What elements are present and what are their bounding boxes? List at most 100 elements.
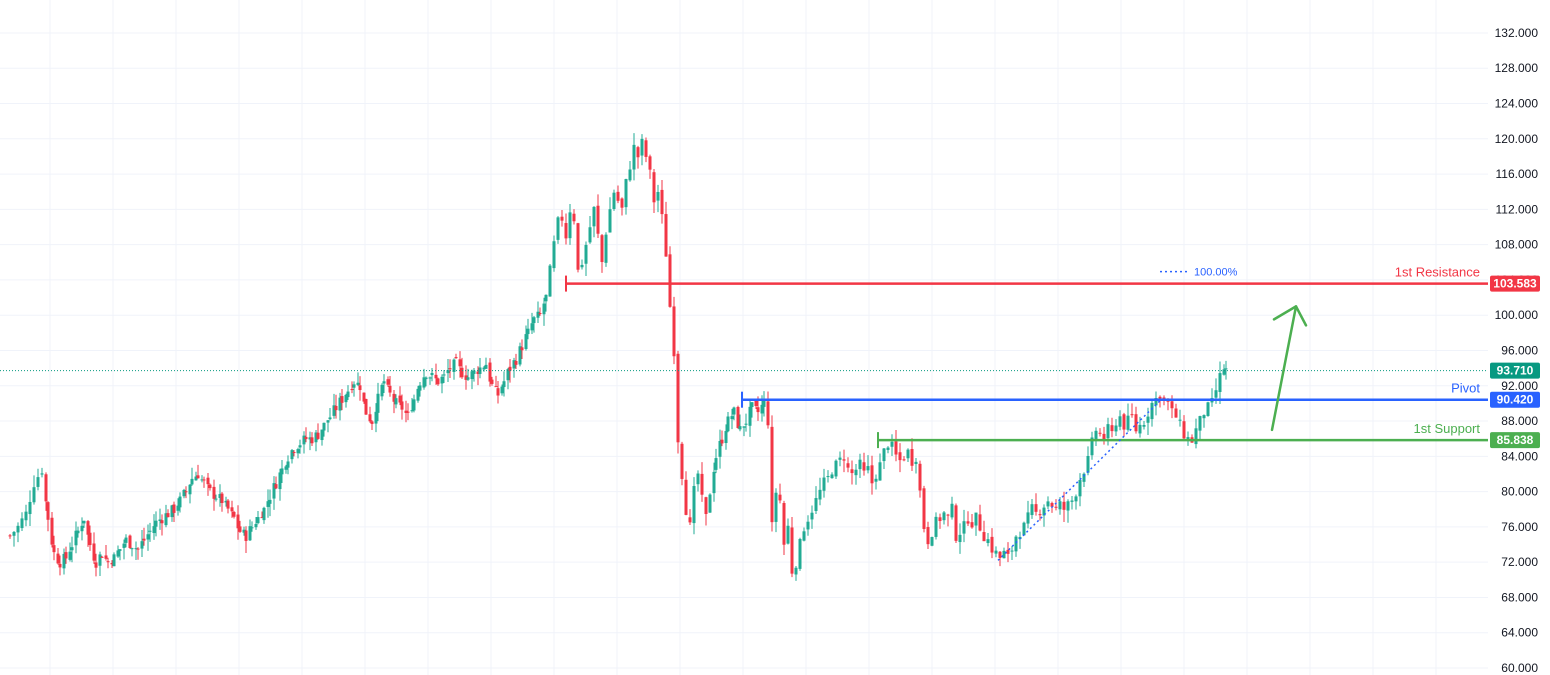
candle-body: [320, 429, 324, 441]
candle-body: [704, 497, 708, 514]
candle-body: [628, 169, 632, 181]
candle-body: [202, 479, 206, 481]
candle-body: [424, 377, 428, 380]
price-tick-label: 84.000: [1501, 449, 1538, 463]
candle-body: [672, 306, 676, 357]
candle-body: [484, 364, 488, 369]
candle-body: [226, 500, 230, 509]
candle-body: [238, 526, 242, 532]
candle-body: [1014, 536, 1018, 552]
candle-body: [358, 385, 362, 391]
candle-body: [170, 505, 174, 518]
candle-body: [738, 426, 742, 430]
candle-body: [604, 234, 608, 263]
candle-body: [286, 461, 290, 468]
candle-body: [290, 450, 294, 460]
candle-body: [302, 435, 306, 445]
price-tick-label: 124.000: [1495, 97, 1539, 111]
candle-body: [452, 359, 456, 372]
candle-body: [134, 548, 138, 550]
candle-body: [52, 545, 56, 553]
candle-body: [762, 400, 766, 407]
last-price-tag-text: 93.710: [1497, 364, 1534, 378]
candle-body: [1034, 504, 1038, 512]
candle-body: [334, 405, 338, 411]
candle-body: [62, 553, 66, 569]
candle-body: [692, 486, 696, 524]
candle-body: [404, 410, 408, 413]
candle-body: [724, 431, 728, 444]
candle-body: [280, 468, 284, 475]
price-tick-label: 60.000: [1501, 661, 1538, 675]
candle-body: [536, 311, 540, 318]
candle-body: [12, 531, 16, 536]
candle-body: [1102, 433, 1106, 441]
price-tick-label: 96.000: [1501, 343, 1538, 357]
candle-body: [142, 538, 146, 541]
candle-body: [172, 504, 176, 513]
candle-body: [70, 547, 74, 551]
candle-body: [88, 532, 92, 546]
candle-body: [278, 472, 282, 490]
candle-body: [80, 525, 84, 532]
candle-body: [512, 360, 516, 369]
price-axis: 60.000 64.000 68.000 72.000 76.000 80.000 84.0…: [1495, 26, 1539, 675]
candle-body: [664, 214, 668, 257]
candle-body: [726, 416, 730, 432]
candle-body: [1050, 503, 1054, 507]
candle-body: [802, 531, 806, 541]
candle-body: [538, 313, 542, 315]
candle-body: [652, 172, 656, 203]
candle-body: [756, 407, 760, 413]
candle-body: [942, 512, 946, 521]
candle-body: [122, 543, 126, 548]
candle-body: [476, 371, 480, 375]
candle-body: [46, 502, 50, 520]
candle-body: [950, 503, 954, 518]
candle-body: [350, 389, 354, 391]
candle-body: [1106, 424, 1110, 439]
candle-body: [930, 537, 934, 546]
candle-body: [178, 496, 182, 508]
candle-body: [1066, 501, 1070, 511]
candle-body: [254, 523, 258, 528]
candle-body: [100, 556, 104, 558]
candle-body: [1198, 416, 1202, 431]
candle-body: [1098, 432, 1102, 434]
candle-body: [576, 223, 580, 270]
candle-body: [1070, 500, 1074, 502]
candle-body: [770, 426, 774, 523]
candle-body: [886, 447, 890, 450]
candle-body: [58, 563, 62, 568]
price-tick-label: 80.000: [1501, 485, 1538, 499]
candle-body: [36, 477, 40, 487]
candle-body: [1186, 437, 1190, 440]
candle-body: [1122, 414, 1126, 430]
candle-body: [218, 494, 222, 498]
candle-body: [790, 527, 794, 574]
candle-body: [600, 235, 604, 263]
projection-arrow-shaft: [1270, 305, 1298, 432]
candle-body: [230, 507, 234, 512]
candle-body: [748, 406, 752, 426]
pivot-price-tag: [1490, 391, 1540, 408]
candle-body: [1094, 430, 1098, 440]
candle-body: [1174, 408, 1178, 418]
candle-body: [934, 516, 938, 537]
candle-body: [640, 138, 644, 156]
candle-body: [232, 511, 236, 517]
candle-body: [560, 216, 564, 221]
candle-body: [830, 474, 834, 479]
candle-body: [446, 370, 450, 374]
candle-body: [376, 393, 380, 413]
candle-body: [518, 346, 522, 365]
candle-body: [612, 192, 616, 209]
candle-body: [544, 294, 548, 302]
support-price-tag: [1490, 432, 1540, 449]
candle-body: [74, 530, 78, 546]
candle-body: [470, 371, 474, 380]
candle-body: [1026, 512, 1030, 524]
candle-body: [206, 477, 210, 485]
price-tick-label: 68.000: [1501, 590, 1538, 604]
